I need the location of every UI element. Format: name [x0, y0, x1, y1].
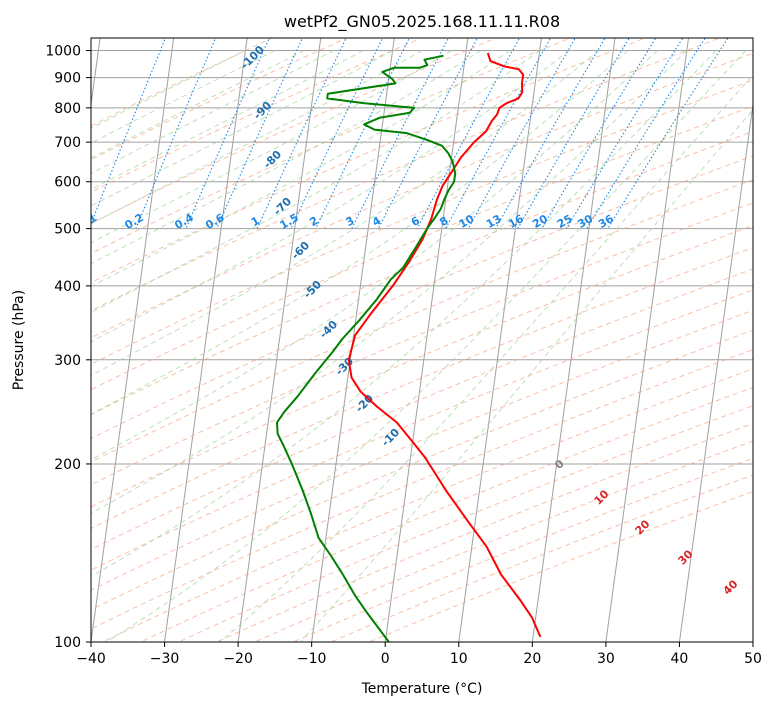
- dewpoint-profile-line: [275, 54, 457, 642]
- mixing-ratio-line: [586, 38, 706, 229]
- mixing-ratio-line: [566, 38, 684, 229]
- dry-adiabat: [91, 349, 753, 630]
- moist-adiabat: [91, 50, 246, 129]
- y-tick-label: 100: [54, 635, 81, 651]
- x-tick-label: −10: [297, 651, 327, 667]
- x-tick-label: 0: [381, 651, 390, 667]
- moist-adiabat: [91, 50, 599, 376]
- mixing-ratio-line: [91, 38, 167, 226]
- y-tick-label: 1000: [45, 44, 81, 60]
- dry-adiabat: [91, 130, 753, 416]
- moist-adiabat: [219, 74, 753, 642]
- isotherm-gridline: [164, 38, 248, 642]
- mixing-ratio-label: 0.1: [76, 211, 99, 232]
- mixing-ratio-line: [135, 38, 217, 229]
- y-tick-label: 300: [54, 353, 81, 369]
- x-tick-label: −30: [150, 651, 180, 667]
- dry-adiabat: [91, 38, 722, 312]
- moist-adiabat: [91, 50, 334, 175]
- mixing-ratio-line: [377, 38, 478, 229]
- y-tick-label: 200: [54, 457, 81, 473]
- moist-adiabat: [91, 50, 688, 514]
- x-tick-label: −40: [76, 651, 106, 667]
- y-tick-label: 700: [54, 135, 81, 151]
- y-axis-label: Pressure (hPa): [11, 290, 27, 390]
- dry-adiabat: [91, 202, 753, 486]
- moist-adiabat: [91, 50, 717, 578]
- x-tick-label: 30: [597, 651, 615, 667]
- moist-adiabat: [91, 50, 629, 415]
- dry-adiabat: [91, 179, 753, 463]
- dry-adiabat: [91, 38, 274, 127]
- mixing-ratio-line: [290, 38, 384, 229]
- x-tick-label: −20: [223, 651, 253, 667]
- plot-frame: [90, 37, 754, 643]
- dry-adiabat: [91, 289, 753, 571]
- x-tick-label: 10: [450, 651, 468, 667]
- dry-adiabat: [91, 38, 572, 255]
- moist-adiabat: [91, 50, 482, 265]
- dry-adiabat: [91, 224, 753, 508]
- moist-adiabat: [299, 109, 753, 642]
- mixing-ratio-line: [216, 38, 304, 229]
- isotherm-gridline: [91, 38, 175, 642]
- moist-adiabat: [91, 50, 305, 159]
- x-tick-label: 20: [523, 651, 541, 667]
- moist-adiabat: [91, 50, 364, 190]
- dry-adiabat: [91, 38, 349, 161]
- moist-adiabat: [105, 50, 747, 642]
- moist-adiabat: [91, 50, 658, 461]
- isotherm-gridline: [458, 38, 542, 642]
- mixing-ratio-line: [445, 38, 552, 229]
- mixing-ratio-line: [607, 38, 729, 229]
- isotherm-gridline: [678, 100, 753, 642]
- y-tick-label: 600: [54, 175, 81, 191]
- mixing-ratio-line: [256, 38, 347, 229]
- isotherm-gridline: [605, 38, 690, 642]
- y-tick-label: 400: [54, 279, 81, 295]
- dry-adiabat: [91, 38, 498, 224]
- moist-adiabat: [91, 50, 423, 225]
- moist-adiabat: [91, 50, 540, 313]
- dry-adiabat: [91, 329, 753, 611]
- y-tick-label: 500: [54, 222, 81, 238]
- isotherm-gridline: [384, 38, 469, 642]
- x-axis-label: Temperature (°C): [361, 681, 483, 697]
- y-tick-label: 900: [54, 71, 81, 87]
- dry-adiabat: [91, 155, 753, 440]
- mixing-ratio-line: [416, 38, 521, 229]
- dry-adiabat: [91, 52, 753, 339]
- dry-adiabat: [91, 268, 753, 551]
- dry-adiabat: [91, 79, 753, 365]
- x-tick-label: 40: [671, 651, 689, 667]
- chart-title: wetPf2_GN05.2025.168.11.11.R08: [284, 12, 560, 32]
- mixing-ratio-line: [467, 38, 576, 229]
- x-tick-label: 50: [744, 651, 762, 667]
- y-tick-label: 800: [54, 101, 81, 117]
- isotherm-gridline: [237, 38, 322, 642]
- moist-adiabat: [91, 50, 276, 144]
- mixing-ratio-line: [185, 38, 270, 229]
- mixing-ratio-line: [541, 38, 657, 229]
- mixing-ratio-line: [351, 38, 450, 229]
- moist-adiabat: [91, 50, 452, 244]
- moist-adiabat: [91, 50, 511, 288]
- axis-ticks: −40 −30 −20 −10 0 10 20 30 40 50 1000 900 800 700 600 5…: [45, 44, 762, 667]
- plot-area: -100-90-80-70-60-50-40-30-20-100.10.20.4…: [76, 38, 753, 642]
